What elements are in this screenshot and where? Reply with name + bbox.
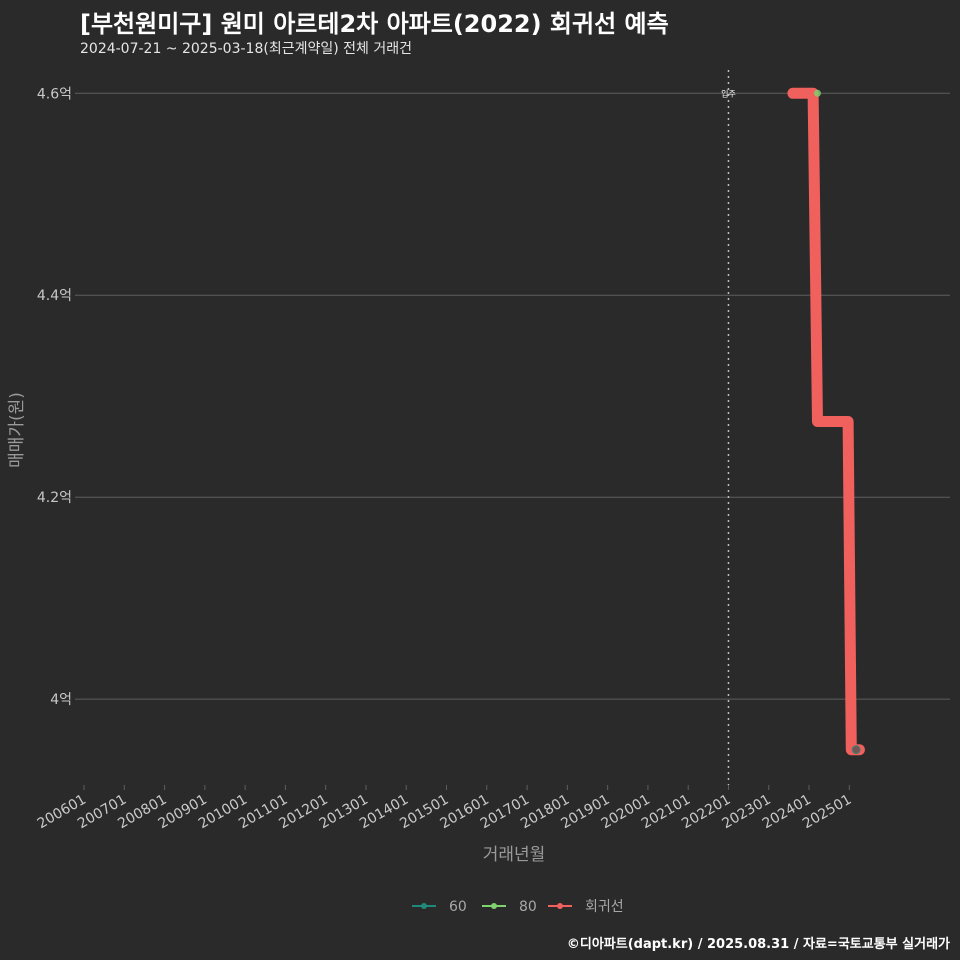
x-axis-title: 거래년월 — [483, 845, 546, 865]
y-tick-label: 4.4억 — [37, 288, 72, 304]
legend-label: 회귀선 — [585, 899, 624, 915]
chart-title: [부천원미구] 원미 아르테2차 아파트(2022) 회귀선 예측 — [80, 10, 669, 38]
y-tick-label: 4.2억 — [37, 490, 72, 506]
y-tick-label: 4.6억 — [37, 86, 72, 102]
y-tick-label: 4억 — [50, 692, 72, 708]
legend-key-dot — [421, 903, 427, 909]
legend-label: 80 — [519, 899, 537, 915]
source-caption: ©디아파트(dapt.kr) / 2025.08.31 / 자료=국토교통부 실… — [566, 937, 950, 952]
chart-subtitle: 2024-07-21 ~ 2025-03-18(최근계약일) 전체 거래건 — [80, 41, 412, 57]
regression-line — [787, 87, 865, 756]
legend-key-dot — [557, 903, 563, 909]
series-layer — [787, 87, 865, 756]
series-60-point — [851, 745, 861, 755]
legend: 60 80 회귀선 — [412, 899, 624, 915]
x-tick-labels: 2006012007012008012009012010012011012012… — [35, 792, 855, 833]
y-tick-labels: 4억 4.2억 4.4억 4.6억 — [37, 86, 72, 708]
series-80-point — [813, 89, 821, 97]
vline-layer: 입주 — [721, 70, 736, 785]
y-axis-title: 매매가(원) — [7, 392, 27, 468]
legend-key-dot — [491, 903, 497, 909]
legend-label: 60 — [449, 899, 467, 915]
move-in-label: 입주 — [721, 89, 736, 98]
